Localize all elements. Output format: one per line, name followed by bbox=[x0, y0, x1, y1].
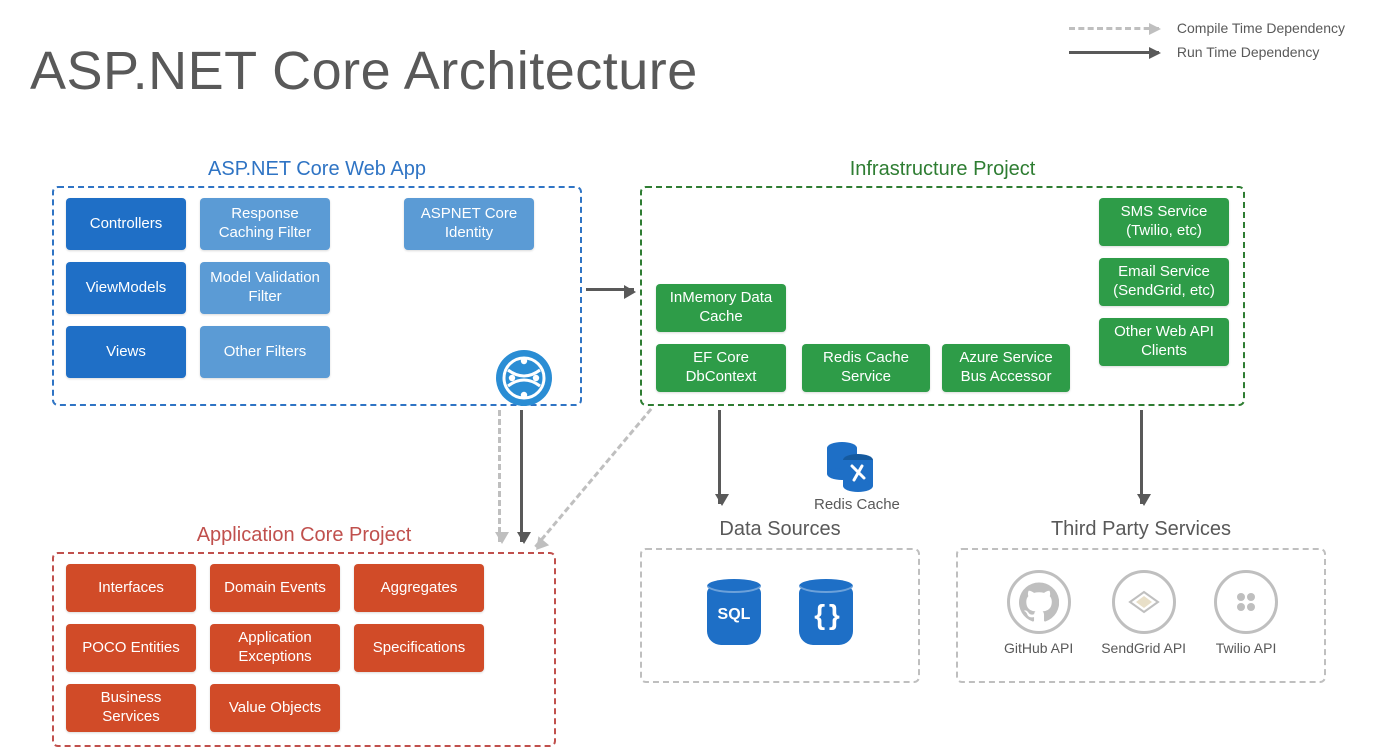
group-webapp-title: ASP.NET Core Web App bbox=[208, 158, 426, 181]
box-domain-events: Domain Events bbox=[210, 564, 340, 612]
group-third-party: Third Party Services GitHub API SendGrid… bbox=[956, 548, 1326, 683]
group-infra: Infrastructure Project InMemory Data Cac… bbox=[640, 186, 1245, 406]
group-infra-title: Infrastructure Project bbox=[850, 158, 1036, 181]
box-other-filters: Other Filters bbox=[200, 326, 330, 378]
box-specifications: Specifications bbox=[354, 624, 484, 672]
legend-dashed-arrow-icon bbox=[1069, 27, 1159, 30]
group-appcore: Application Core Project Interfaces Doma… bbox=[52, 552, 556, 747]
box-application-exceptions: Application Exceptions bbox=[210, 624, 340, 672]
legend-solid-arrow-icon bbox=[1069, 51, 1159, 54]
box-email-service: Email Service (SendGrid, etc) bbox=[1099, 258, 1229, 306]
github-icon bbox=[1007, 570, 1071, 634]
box-inmemory-data-cache: InMemory Data Cache bbox=[656, 284, 786, 332]
box-controllers: Controllers bbox=[66, 198, 186, 250]
box-aspnet-core-identity: ASPNET Core Identity bbox=[404, 198, 534, 250]
box-redis-cache-service: Redis Cache Service bbox=[802, 344, 930, 392]
legend-compile-label: Compile Time Dependency bbox=[1177, 20, 1345, 36]
box-other-web-api-clients: Other Web API Clients bbox=[1099, 318, 1229, 366]
group-third-party-title: Third Party Services bbox=[1051, 518, 1231, 541]
box-ef-core-dbcontext: EF Core DbContext bbox=[656, 344, 786, 392]
github-api-label: GitHub API bbox=[1004, 640, 1073, 656]
arrow-infra-to-data bbox=[718, 410, 721, 504]
document-db-icon: { } bbox=[799, 585, 853, 645]
group-appcore-title: Application Core Project bbox=[197, 524, 412, 547]
box-business-services: Business Services bbox=[66, 684, 196, 732]
legend-runtime-row: Run Time Dependency bbox=[1069, 44, 1345, 60]
sendgrid-api-service: SendGrid API bbox=[1101, 570, 1186, 656]
sql-label: SQL bbox=[718, 606, 751, 624]
arrow-infra-to-appcore-compile bbox=[534, 408, 652, 548]
twilio-icon bbox=[1214, 570, 1278, 634]
app-service-svg-icon bbox=[502, 356, 546, 400]
legend: Compile Time Dependency Run Time Depende… bbox=[1069, 20, 1345, 68]
sql-database-icon: SQL bbox=[707, 585, 761, 645]
box-value-objects: Value Objects bbox=[210, 684, 340, 732]
box-response-caching-filter: Response Caching Filter bbox=[200, 198, 330, 250]
group-data-sources: Data Sources SQL { } bbox=[640, 548, 920, 683]
page-title: ASP.NET Core Architecture bbox=[30, 40, 698, 102]
arrow-infra-to-third bbox=[1140, 410, 1143, 504]
box-sms-service: SMS Service (Twilio, etc) bbox=[1099, 198, 1229, 246]
arrow-webapp-to-appcore-compile bbox=[498, 410, 501, 542]
twilio-api-service: Twilio API bbox=[1214, 570, 1278, 656]
box-azure-service-bus-accessor: Azure Service Bus Accessor bbox=[942, 344, 1070, 392]
group-data-sources-title: Data Sources bbox=[719, 518, 840, 541]
box-poco-entities: POCO Entities bbox=[66, 624, 196, 672]
box-interfaces: Interfaces bbox=[66, 564, 196, 612]
redis-cache-icon bbox=[824, 438, 876, 499]
box-views: Views bbox=[66, 326, 186, 378]
arrow-webapp-to-appcore-runtime bbox=[520, 410, 523, 542]
box-aggregates: Aggregates bbox=[354, 564, 484, 612]
github-api-service: GitHub API bbox=[1004, 570, 1073, 656]
app-service-icon bbox=[496, 350, 552, 406]
legend-runtime-label: Run Time Dependency bbox=[1177, 44, 1319, 60]
sendgrid-icon bbox=[1112, 570, 1176, 634]
twilio-api-label: Twilio API bbox=[1216, 640, 1277, 656]
sendgrid-api-label: SendGrid API bbox=[1101, 640, 1186, 656]
legend-compile-row: Compile Time Dependency bbox=[1069, 20, 1345, 36]
docdb-label: { } bbox=[814, 599, 838, 631]
box-model-validation-filter: Model Validation Filter bbox=[200, 262, 330, 314]
arrow-webapp-to-infra bbox=[586, 288, 634, 291]
box-viewmodels: ViewModels bbox=[66, 262, 186, 314]
redis-cache-label: Redis Cache bbox=[814, 496, 900, 513]
